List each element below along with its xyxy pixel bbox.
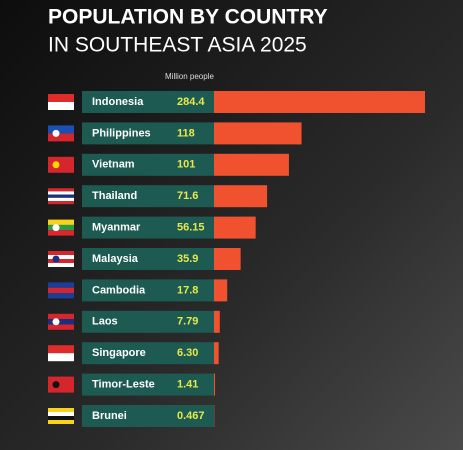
flag-stripe bbox=[48, 313, 74, 320]
flag-stripe bbox=[48, 259, 74, 263]
label-box bbox=[82, 342, 214, 365]
flag-stripe bbox=[48, 201, 74, 205]
flag-stripe bbox=[48, 102, 74, 110]
value-label: 7.79 bbox=[177, 316, 198, 328]
category-label: Singapore bbox=[92, 347, 146, 359]
flag-stripe bbox=[48, 94, 74, 102]
flag-emblem bbox=[52, 318, 60, 326]
flag-stripe bbox=[48, 191, 74, 195]
flag-stripe bbox=[48, 125, 74, 134]
flag-stripe bbox=[48, 255, 74, 259]
bar bbox=[214, 342, 219, 365]
flag-stripe bbox=[48, 219, 74, 225]
flag-stripe bbox=[48, 412, 74, 416]
flag-emblem bbox=[52, 161, 60, 169]
bar bbox=[214, 248, 241, 270]
chart-title: POPULATION BY COUNTRY bbox=[48, 6, 328, 29]
flag-stripe bbox=[48, 345, 74, 354]
flag-emblem bbox=[52, 129, 60, 137]
label-box bbox=[82, 91, 214, 113]
flag-stripe bbox=[48, 194, 74, 198]
label-box bbox=[82, 373, 214, 396]
bar bbox=[214, 185, 268, 208]
category-label: Vietnam bbox=[92, 159, 135, 171]
label-box bbox=[82, 248, 214, 270]
flag-stripe bbox=[48, 282, 74, 288]
flag-stripe bbox=[48, 376, 74, 393]
unit-label: Million people bbox=[165, 72, 214, 81]
flag-stripe bbox=[48, 197, 74, 201]
flag-stripe bbox=[48, 230, 74, 236]
flag-emblem bbox=[52, 255, 60, 263]
flag-stripe bbox=[48, 420, 74, 424]
flag-stripe bbox=[48, 156, 74, 173]
category-label: Indonesia bbox=[92, 96, 144, 108]
flag-emblem bbox=[52, 381, 60, 389]
bar bbox=[214, 279, 228, 302]
value-label: 284.4 bbox=[177, 96, 205, 108]
label-box bbox=[82, 122, 214, 145]
flag-stripe bbox=[48, 416, 74, 420]
category-label: Philippines bbox=[92, 127, 151, 139]
category-label: Laos bbox=[92, 316, 118, 328]
category-label: Malaysia bbox=[92, 253, 139, 265]
category-label: Myanmar bbox=[92, 222, 141, 234]
flag-emblem bbox=[52, 224, 60, 232]
label-box bbox=[82, 405, 214, 427]
label-box bbox=[82, 279, 214, 302]
flag-stripe bbox=[48, 287, 74, 294]
category-label: Thailand bbox=[92, 190, 137, 202]
bar bbox=[214, 216, 256, 239]
bar bbox=[214, 122, 302, 145]
label-box bbox=[82, 153, 214, 176]
value-label: 1.41 bbox=[177, 379, 198, 391]
flag-stripe bbox=[48, 319, 74, 325]
value-label: 6.30 bbox=[177, 347, 198, 359]
value-label: 101 bbox=[177, 159, 195, 171]
label-box bbox=[82, 216, 214, 239]
category-label: Cambodia bbox=[92, 284, 146, 296]
bar bbox=[214, 310, 220, 333]
flag-stripe bbox=[48, 224, 74, 231]
value-label: 0.467 bbox=[177, 410, 205, 422]
label-box bbox=[82, 185, 214, 208]
value-label: 56.15 bbox=[177, 222, 205, 234]
value-label: 118 bbox=[177, 127, 195, 139]
value-label: 17.8 bbox=[177, 284, 198, 296]
flag-stripe bbox=[48, 324, 74, 330]
flag-stripe bbox=[48, 263, 74, 267]
flag-stripe bbox=[48, 353, 74, 362]
category-label: Timor-Leste bbox=[92, 379, 155, 391]
flag-stripe bbox=[48, 408, 74, 412]
chart-subtitle: IN SOUTHEAST ASIA 2025 bbox=[48, 34, 307, 57]
bar bbox=[214, 373, 216, 396]
label-box bbox=[82, 310, 214, 333]
flag-stripe bbox=[48, 293, 74, 299]
value-label: 35.9 bbox=[177, 253, 198, 265]
flag-stripe bbox=[48, 133, 74, 142]
bar bbox=[214, 153, 289, 176]
flag-stripe bbox=[48, 188, 74, 192]
value-label: 71.6 bbox=[177, 190, 198, 202]
flag-stripe bbox=[48, 251, 74, 255]
bar bbox=[214, 91, 425, 113]
category-label: Brunei bbox=[92, 410, 127, 422]
